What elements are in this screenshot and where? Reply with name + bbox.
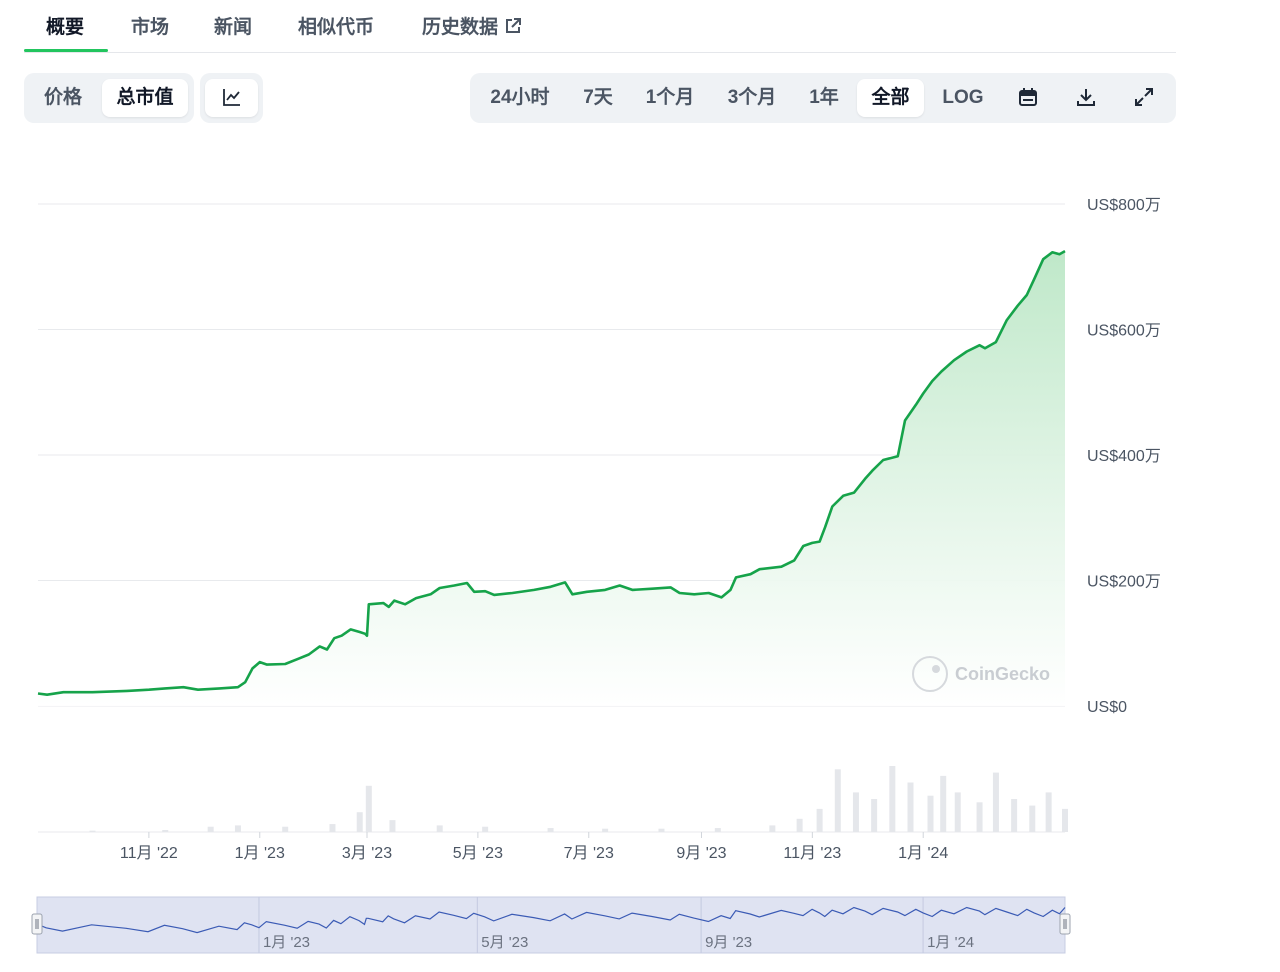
volume-bar (871, 799, 878, 832)
volume-bars (89, 766, 1068, 832)
download-icon (1077, 89, 1095, 106)
tab-overview[interactable]: 概要 (46, 17, 85, 38)
y-tick-label: US$200万 (1087, 574, 1161, 591)
y-axis: US$0 US$200万 US$400万 US$600万 US$800万 (1087, 197, 1161, 716)
volume-bar (834, 769, 841, 832)
calendar-icon (1019, 88, 1037, 106)
volume-bar (234, 825, 241, 832)
navigator-handle-right[interactable] (1059, 913, 1071, 935)
navigator-tick-label: 1月 '23 (263, 934, 310, 951)
chart-type-button[interactable] (205, 79, 258, 117)
market-cap-button[interactable]: 总市值 (102, 79, 188, 117)
x-tick-label: 5月 '23 (453, 845, 503, 862)
x-axis: 11月 '22 1月 '23 3月 '23 5月 '23 7月 '23 9月 '23 11月… (120, 832, 948, 862)
fullscreen-button[interactable] (1120, 79, 1168, 117)
chart-type-toggle (200, 73, 263, 123)
range-all-button[interactable]: 全部 (857, 79, 924, 117)
volume-bar (907, 782, 914, 832)
volume-bar (207, 826, 214, 832)
tab-markets[interactable]: 市场 (131, 17, 170, 38)
volume-bar (162, 830, 169, 832)
x-tick-label: 1月 '23 (235, 845, 285, 862)
tab-historical-data[interactable]: 历史数据 (422, 12, 522, 39)
volume-bar (356, 812, 363, 832)
navigator-axis: 1月 '23 5月 '23 9月 '23 1月 '24 (263, 934, 974, 951)
volume-bar (992, 772, 999, 832)
market-cap-line (37, 249, 1066, 696)
volume-bar (852, 792, 859, 832)
volume-bar (1011, 799, 1018, 832)
x-tick-label: 9月 '23 (676, 845, 726, 862)
calendar-button[interactable] (1004, 79, 1052, 117)
active-tab-underline (24, 49, 108, 52)
volume-bar (1062, 808, 1068, 832)
price-button[interactable]: 价格 (43, 87, 82, 108)
x-tick-label: 1月 '24 (898, 845, 948, 862)
volume-bar (89, 830, 96, 832)
x-tick-label: 11月 '23 (783, 845, 841, 862)
volume-bar (282, 826, 289, 832)
volume-bar (329, 824, 336, 832)
navigator-line (36, 906, 1066, 934)
watermark: CoinGecko (912, 656, 1050, 692)
navigator-gridlines (258, 897, 924, 953)
log-scale-button[interactable]: LOG (942, 87, 984, 108)
volume-bar (602, 828, 609, 832)
range-toolbar: 24小时 7天 1个月 3个月 1年 全部 LOG (470, 73, 1176, 123)
volume-bar (769, 825, 776, 832)
range-1y-button[interactable]: 1年 (809, 87, 839, 108)
volume-bar (436, 825, 443, 832)
navigator[interactable]: 1月 '23 5月 '23 9月 '23 1月 '24 (31, 896, 1071, 954)
volume-bar (365, 785, 372, 832)
volume-bar (1029, 805, 1036, 832)
tab-similar-coins[interactable]: 相似代币 (298, 17, 375, 38)
watermark-text: CoinGecko (955, 664, 1050, 684)
navigator-tick-label: 5月 '23 (481, 934, 528, 951)
tab-news[interactable]: 新闻 (214, 17, 253, 38)
y-tick-label: US$600万 (1087, 323, 1161, 340)
y-tick-label: US$400万 (1087, 448, 1161, 465)
volume-bar (954, 792, 961, 832)
x-tick-label: 11月 '22 (120, 845, 178, 862)
navigator-window[interactable] (36, 896, 1066, 954)
volume-bar (1045, 792, 1052, 832)
tab-bar: 概要 市场 新闻 相似代币 历史数据 (24, 0, 1176, 53)
volume-bar (482, 826, 489, 832)
y-tick-label: US$800万 (1087, 197, 1161, 214)
volume-bar (816, 808, 823, 832)
range-24h-button[interactable]: 24小时 (490, 87, 550, 108)
market-cap-area (38, 251, 1065, 706)
range-3m-button[interactable]: 3个月 (727, 87, 777, 108)
coingecko-logo-eye (932, 665, 940, 673)
x-tick-label: 3月 '23 (342, 845, 392, 862)
navigator-tick-label: 9月 '23 (705, 934, 752, 951)
external-link-icon (506, 18, 522, 33)
volume-bar (976, 802, 983, 832)
range-7d-button[interactable]: 7天 (583, 87, 613, 108)
y-tick-label: US$0 (1087, 699, 1127, 716)
x-tick-label: 7月 '23 (564, 845, 614, 862)
volume-bar (796, 818, 803, 832)
fullscreen-icon (1135, 88, 1153, 106)
navigator-tick-label: 1月 '24 (927, 934, 974, 951)
volume-bar (714, 828, 721, 832)
volume-bar (547, 828, 554, 832)
download-button[interactable] (1062, 79, 1110, 117)
price-marketcap-toggle: 价格 总市值 (24, 73, 194, 123)
volume-bar (389, 820, 396, 832)
volume-bar (927, 795, 934, 832)
range-1m-button[interactable]: 1个月 (645, 87, 695, 108)
navigator-handle-left[interactable] (31, 913, 43, 935)
coingecko-logo-icon (912, 656, 948, 692)
line-chart-icon (222, 89, 240, 106)
volume-bar (658, 828, 665, 832)
tab-historical-data-label: 历史数据 (422, 17, 499, 38)
volume-bar (940, 775, 947, 832)
volume-bar (889, 766, 896, 832)
